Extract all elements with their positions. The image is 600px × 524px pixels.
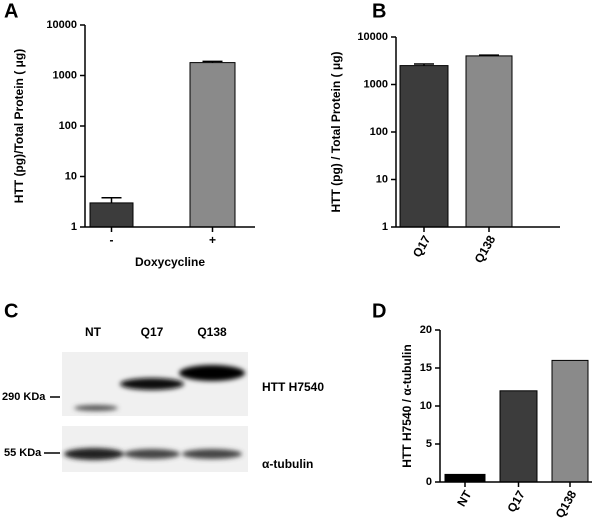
- x-tick-label: Q17: [410, 233, 434, 260]
- x-axis-label: Doxycycline: [135, 255, 205, 269]
- error-bar: [202, 60, 223, 63]
- band-label: α-tubulin: [262, 457, 313, 471]
- bar: [89, 202, 134, 228]
- marker-label: 55 KDa: [4, 447, 42, 459]
- error-bar: [479, 54, 499, 56]
- x-tick-label: NT: [454, 488, 474, 509]
- bar: [399, 65, 449, 228]
- y-tick-label: 1000: [53, 69, 77, 81]
- marker-label: 290 KDa: [2, 391, 46, 403]
- y-tick-label: 10000: [46, 19, 77, 31]
- bar: [499, 390, 538, 483]
- error-bar: [414, 63, 434, 66]
- x-tick-label: Q138: [472, 233, 499, 266]
- x-tick-label: Q17: [504, 488, 528, 515]
- y-tick-label: 1: [71, 221, 77, 233]
- error-bar: [101, 196, 122, 203]
- bar: [189, 62, 236, 228]
- y-tick-label: 10: [376, 173, 388, 185]
- lane-label: NT: [85, 325, 102, 339]
- y-tick-label: 1000: [364, 78, 388, 90]
- panel-label: C: [4, 300, 18, 322]
- panel-label: B: [372, 0, 386, 22]
- bar: [444, 473, 486, 483]
- y-tick-label: 5: [426, 438, 432, 450]
- lane-label: Q138: [197, 325, 227, 339]
- bar: [465, 55, 513, 228]
- panel-label: A: [4, 0, 18, 22]
- y-tick-label: 10: [65, 170, 77, 182]
- y-axis-label: HTT (pg) / Total Protein ( μg): [329, 51, 343, 212]
- lane-label: Q17: [141, 325, 164, 339]
- y-tick-label: 10000: [357, 31, 388, 43]
- y-tick-label: 15: [420, 362, 432, 374]
- y-tick-label: 100: [59, 120, 77, 132]
- panel-label: D: [372, 300, 386, 322]
- x-tick-label: -: [110, 233, 114, 247]
- y-tick-label: 100: [370, 126, 388, 138]
- y-tick-label: 1: [382, 221, 388, 233]
- y-axis-label: HTT (pg)/Total Protein ( μg): [12, 49, 26, 203]
- bar: [551, 359, 589, 483]
- y-tick-label: 10: [420, 400, 432, 412]
- y-tick-label: 0: [426, 476, 432, 488]
- x-tick-label: +: [209, 233, 216, 247]
- x-tick-label: Q138: [553, 488, 580, 521]
- y-axis-label: HTT H7540 / α-tubulin: [400, 344, 414, 467]
- blot-panel: C NT Q17 Q138 290 KDa 55 KDa HTT H7540 α…: [2, 300, 324, 472]
- bands: [64, 365, 245, 460]
- band-label: HTT H7540: [262, 380, 324, 394]
- y-tick-label: 20: [420, 324, 432, 336]
